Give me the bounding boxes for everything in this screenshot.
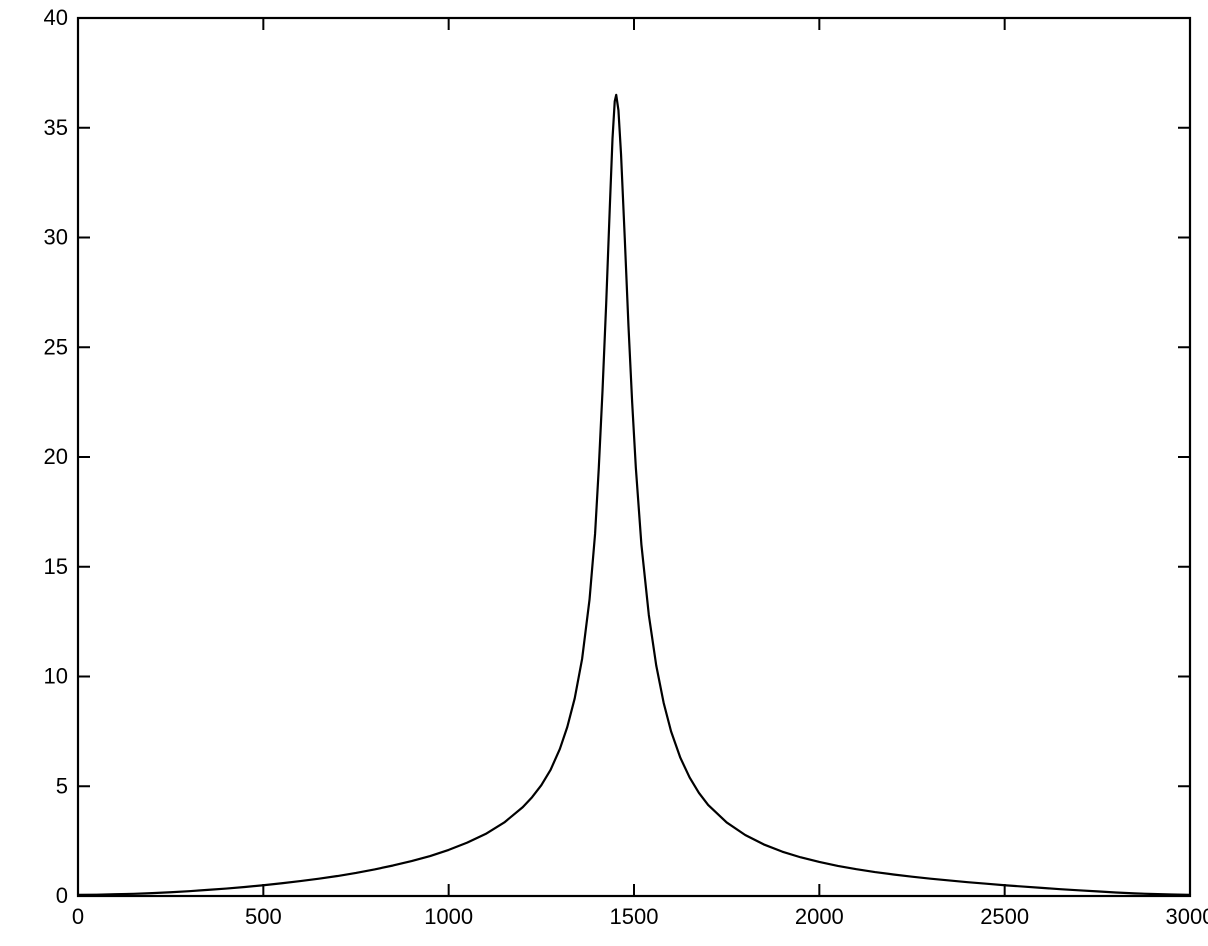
x-tick-label: 2000 <box>795 904 844 929</box>
chart-svg: 0 500 1000 1500 2000 2500 3000 0 5 10 15 20 25 30 35 40 <box>0 0 1208 946</box>
y-tick-label: 25 <box>44 334 68 359</box>
y-tick-label: 20 <box>44 444 68 469</box>
x-tick-label: 500 <box>245 904 282 929</box>
y-tick-label: 30 <box>44 225 68 250</box>
x-tick-label: 2500 <box>980 904 1029 929</box>
x-tick-label: 1000 <box>424 904 473 929</box>
x-tick-label: 1500 <box>610 904 659 929</box>
y-tick-label: 15 <box>44 554 68 579</box>
line-chart: 0 500 1000 1500 2000 2500 3000 0 5 10 15 20 25 30 35 40 <box>0 0 1208 946</box>
y-tick-label: 5 <box>56 773 68 798</box>
x-tick-label: 3000 <box>1166 904 1208 929</box>
y-tick-label: 0 <box>56 883 68 908</box>
y-tick-label: 40 <box>44 5 68 30</box>
y-tick-label: 10 <box>44 664 68 689</box>
x-tick-label: 0 <box>72 904 84 929</box>
y-tick-label: 35 <box>44 115 68 140</box>
